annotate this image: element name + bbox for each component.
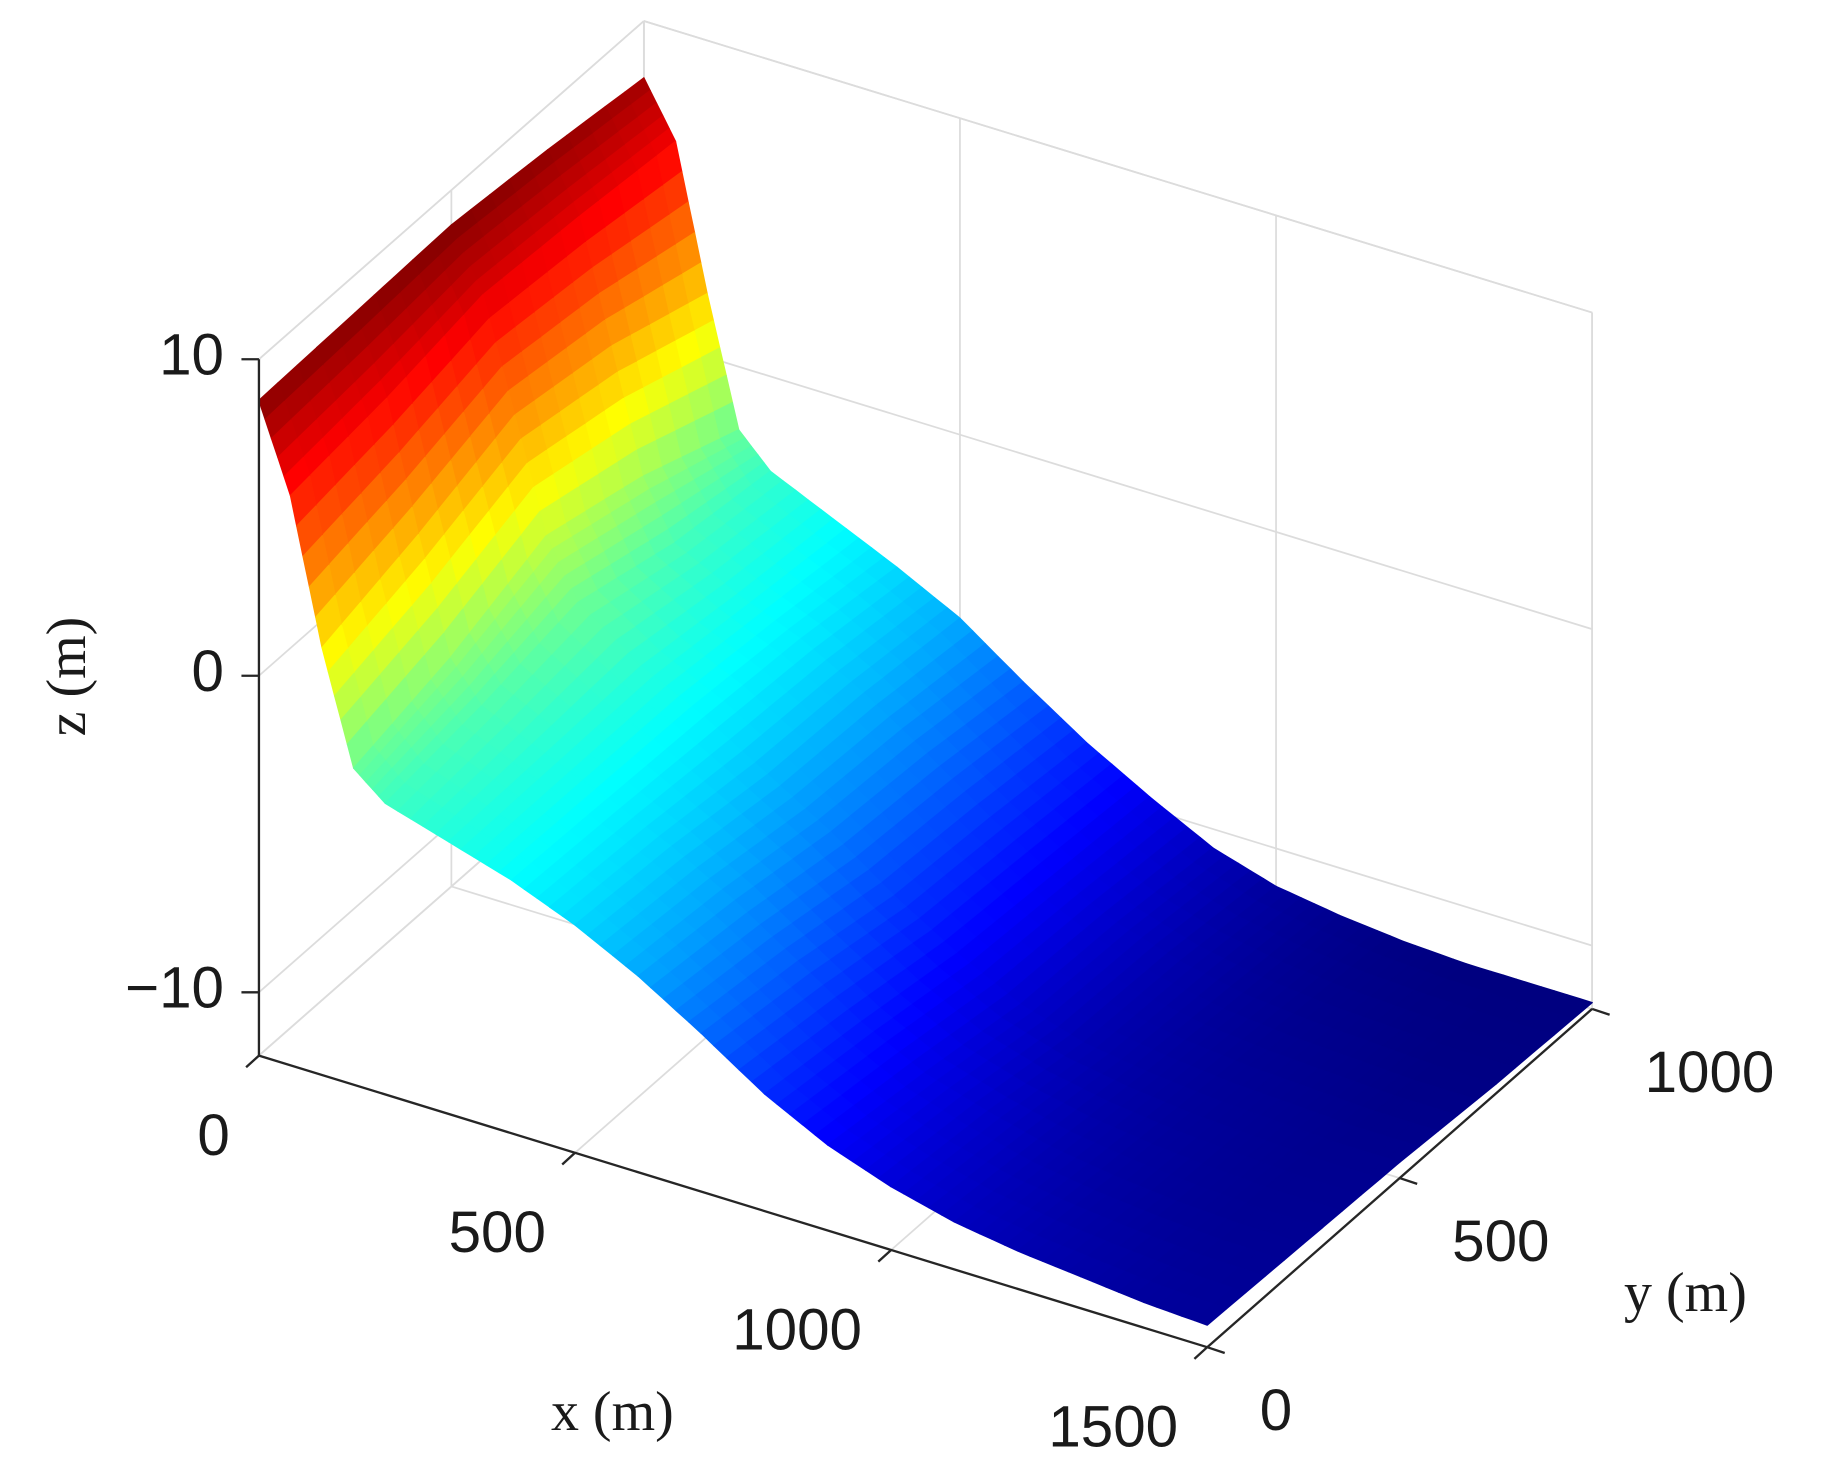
x-tick-label: 1500 (1048, 1395, 1178, 1460)
x-tick-label: 500 (449, 1200, 546, 1265)
tick-mark (1591, 1007, 1611, 1016)
grid-line (643, 20, 1593, 314)
axis-line (258, 1054, 1208, 1349)
tick-mark (1193, 1346, 1209, 1360)
tick-mark (1206, 1346, 1226, 1355)
z-tick-label: 10 (159, 323, 224, 388)
x-tick-label: 1000 (732, 1297, 862, 1362)
x-tick-label: 0 (197, 1103, 229, 1168)
grid-line (258, 20, 645, 360)
plot-area: 0 500 1000 1500 0 500 1000 −10 0 10 x (m) y (m) z (m… (36, 20, 1775, 1460)
z-axis-label: z (m) (36, 617, 98, 737)
surface-patch (1193, 1303, 1228, 1326)
grid-line (643, 336, 1593, 630)
tick-mark (1399, 1176, 1418, 1186)
x-axis-label: x (m) (551, 1381, 674, 1443)
y-tick-label: 0 (1260, 1378, 1292, 1443)
tick-mark (877, 1249, 892, 1263)
z-tick-label: −10 (125, 956, 224, 1021)
tick-mark (561, 1151, 576, 1166)
y-axis-label: y (m) (1624, 1262, 1747, 1324)
tick-mark (245, 1054, 260, 1069)
z-tick-label: 0 (192, 639, 224, 704)
y-tick-label: 1000 (1645, 1040, 1775, 1105)
y-tick-label: 500 (1452, 1209, 1549, 1274)
